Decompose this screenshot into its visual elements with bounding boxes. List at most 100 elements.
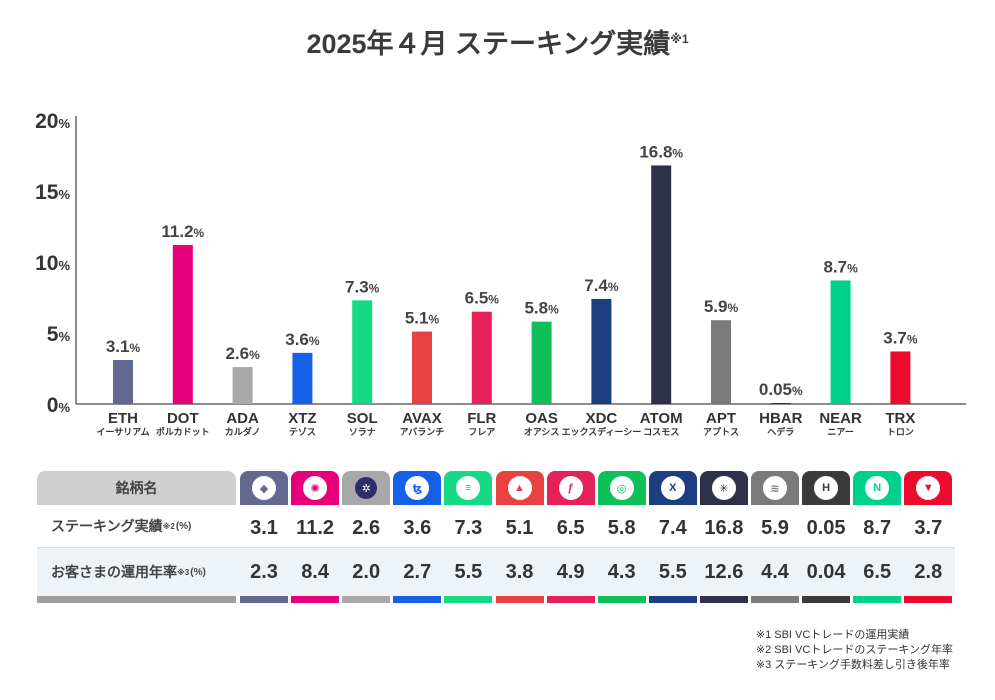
tron-icon: ▼ bbox=[916, 476, 941, 500]
table-cell: 0.04 bbox=[806, 560, 846, 583]
category-kana: トロン bbox=[887, 427, 914, 437]
bar-xdc bbox=[591, 298, 612, 404]
bar-hbar bbox=[770, 403, 791, 404]
category-label: NEAR bbox=[819, 410, 862, 427]
bottom-bar-avax bbox=[495, 596, 544, 603]
bar-apt bbox=[711, 320, 731, 404]
table-cell: 8.7 bbox=[863, 516, 892, 539]
bottom-bar-xdc bbox=[648, 596, 697, 603]
table-cell: 3.7 bbox=[914, 516, 943, 539]
table-cell: 7.3 bbox=[454, 516, 483, 539]
bar-eth bbox=[113, 359, 133, 404]
table-bottom-bar bbox=[37, 596, 236, 603]
icon-cell-near: N bbox=[853, 471, 902, 505]
table-cell: 2.0 bbox=[352, 560, 381, 583]
chart-title-note: ※1 bbox=[670, 32, 689, 46]
row-bg bbox=[37, 548, 955, 596]
category-kana: テゾス bbox=[289, 426, 316, 437]
category-label: AVAX bbox=[402, 410, 441, 427]
table-cell: 12.6 bbox=[704, 560, 744, 583]
icon-cell-atom: ✳ bbox=[699, 471, 748, 505]
row-label-unit: (%) bbox=[190, 566, 206, 578]
table-cell: 5.9 bbox=[761, 516, 789, 539]
bottom-bar-xtz bbox=[393, 596, 442, 603]
footnote-3: ※3 ステーキング手数料差し引き後年率 bbox=[755, 659, 950, 671]
icon-cell-flr: ƒ bbox=[546, 471, 595, 505]
bottom-bar-oas bbox=[597, 596, 646, 603]
icon-cell-eth: ◆ bbox=[240, 471, 288, 505]
bottom-bar-ada bbox=[342, 596, 391, 603]
row-label-mark: ※2 bbox=[162, 521, 175, 531]
icon-cell-xtz: ꜩ bbox=[393, 471, 442, 505]
category-label: ETH bbox=[108, 410, 138, 427]
hedera-icon: H bbox=[814, 476, 839, 500]
category-kana: アバランチ bbox=[400, 427, 445, 437]
table-cell: 2.6 bbox=[352, 516, 381, 539]
bar-trx bbox=[890, 351, 911, 404]
category-kana: ニアー bbox=[827, 427, 853, 437]
icon-cell-sol: ≡ bbox=[444, 471, 493, 505]
icon-cell-dot: ✺ bbox=[291, 471, 340, 505]
category-label: DOT bbox=[167, 410, 199, 427]
category-kana: カルダノ bbox=[225, 426, 261, 437]
table-cell: 5.8 bbox=[607, 516, 636, 539]
category-kana: ソラナ bbox=[349, 427, 376, 437]
value-label: 8.7% bbox=[823, 257, 858, 276]
ethereum-icon: ◆ bbox=[252, 476, 276, 500]
table-cell: 4.9 bbox=[556, 560, 585, 583]
bottom-bar-apt bbox=[751, 596, 799, 603]
row-bg bbox=[37, 505, 955, 547]
category-label: ADA bbox=[226, 410, 259, 427]
table-cell: 3.6 bbox=[403, 516, 432, 539]
bottom-bar-hbar bbox=[802, 596, 851, 603]
bottom-bar-sol bbox=[444, 596, 493, 603]
icon-cell-ada: ✲ bbox=[342, 471, 391, 505]
table-cell: 5.1 bbox=[505, 516, 534, 539]
value-label: 5.9% bbox=[704, 297, 739, 316]
value-label: 16.8% bbox=[639, 142, 683, 161]
table-cell: 4.3 bbox=[607, 560, 636, 583]
table-cell: 0.05 bbox=[806, 516, 846, 539]
row-label-unit: (%) bbox=[175, 520, 192, 532]
bar-near bbox=[830, 280, 851, 404]
icon-cell-xdc: X bbox=[648, 471, 697, 505]
category-kana: ポルカドット bbox=[156, 426, 210, 437]
table-cell: 3.8 bbox=[505, 560, 534, 583]
xdc-icon: X bbox=[660, 476, 685, 500]
bar-ada bbox=[232, 367, 253, 404]
row-label-text: ステーキング実績 bbox=[51, 518, 163, 534]
aptos-icon: ≋ bbox=[763, 476, 787, 500]
table-cell: 11.2 bbox=[296, 516, 334, 539]
icon-cell-trx: ▼ bbox=[904, 471, 953, 505]
icon-cell-avax: ▲ bbox=[495, 471, 544, 505]
category-label: TRX bbox=[885, 410, 915, 427]
category-label: OAS bbox=[525, 410, 558, 427]
bottom-bar-eth bbox=[240, 596, 288, 603]
value-label: 7.3% bbox=[345, 277, 380, 296]
cardano-icon: ✲ bbox=[355, 477, 378, 499]
y-tick-label: 10% bbox=[35, 252, 70, 275]
table-cell: 5.5 bbox=[454, 560, 483, 583]
bottom-bar-dot bbox=[291, 596, 340, 603]
value-label: 3.6% bbox=[285, 330, 320, 349]
tezos-icon: ꜩ bbox=[405, 476, 430, 500]
table-header-label: 銘柄名 bbox=[37, 471, 236, 505]
category-label: FLR bbox=[467, 410, 496, 427]
chart-title-text: 2025年４月 ステーキング実績 bbox=[306, 29, 671, 59]
table-cell: 6.5 bbox=[863, 560, 892, 583]
category-label: XDC bbox=[586, 410, 618, 427]
row-label-text: お客さまの運用年率 bbox=[51, 564, 177, 580]
category-kana: オアシス bbox=[524, 427, 560, 437]
y-tick-label: 0% bbox=[47, 394, 71, 417]
category-label: APT bbox=[706, 410, 736, 427]
category-label: ATOM bbox=[640, 410, 683, 427]
category-label: SOL bbox=[347, 410, 378, 427]
table-cell: 2.7 bbox=[403, 560, 432, 583]
bar-avax bbox=[412, 331, 432, 404]
polkadot-icon: ✺ bbox=[303, 476, 328, 500]
bottom-bar-near bbox=[853, 596, 902, 603]
value-label: 3.1% bbox=[106, 337, 141, 356]
value-label: 7.4% bbox=[584, 276, 619, 295]
category-kana: ヘデラ bbox=[767, 426, 794, 437]
